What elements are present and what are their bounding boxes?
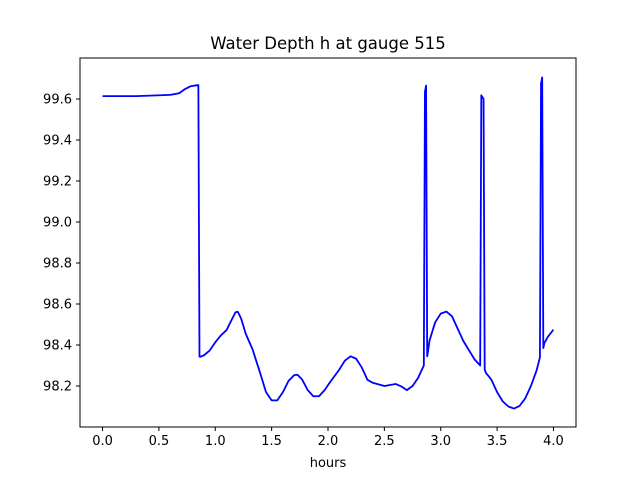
- x-tick-label: 3.5: [487, 434, 508, 449]
- chart-title: Water Depth h at gauge 515: [210, 34, 445, 53]
- x-axis: 0.0 0.5 1.0 1.5 2.0 2.5 3.0 3.5 4.0: [92, 427, 564, 449]
- x-axis-label: hours: [310, 456, 347, 471]
- x-tick-label: 2.5: [374, 434, 395, 449]
- y-tick-label: 98.6: [43, 298, 72, 313]
- x-tick-label: 0.0: [92, 434, 113, 449]
- y-tick-label: 98.2: [43, 380, 72, 395]
- x-tick-label: 3.0: [430, 434, 451, 449]
- y-tick-label: 98.8: [43, 257, 72, 272]
- y-tick-label: 99.0: [43, 216, 72, 231]
- plot-area: [102, 76, 555, 410]
- y-tick-label: 98.4: [43, 339, 72, 354]
- x-tick-label: 2.0: [318, 434, 339, 449]
- x-tick-label: 1.0: [205, 434, 226, 449]
- y-tick-label: 99.4: [43, 134, 72, 149]
- y-tick-label: 99.2: [43, 175, 72, 190]
- x-tick-label: 0.5: [149, 434, 170, 449]
- x-tick-label: 4.0: [543, 434, 564, 449]
- series-line: [102, 76, 555, 410]
- y-tick-label: 99.6: [43, 93, 72, 108]
- x-tick-label: 1.5: [261, 434, 282, 449]
- y-axis: 98.2 98.4 98.6 98.8 99.0 99.2 99.4 99.6: [43, 93, 80, 395]
